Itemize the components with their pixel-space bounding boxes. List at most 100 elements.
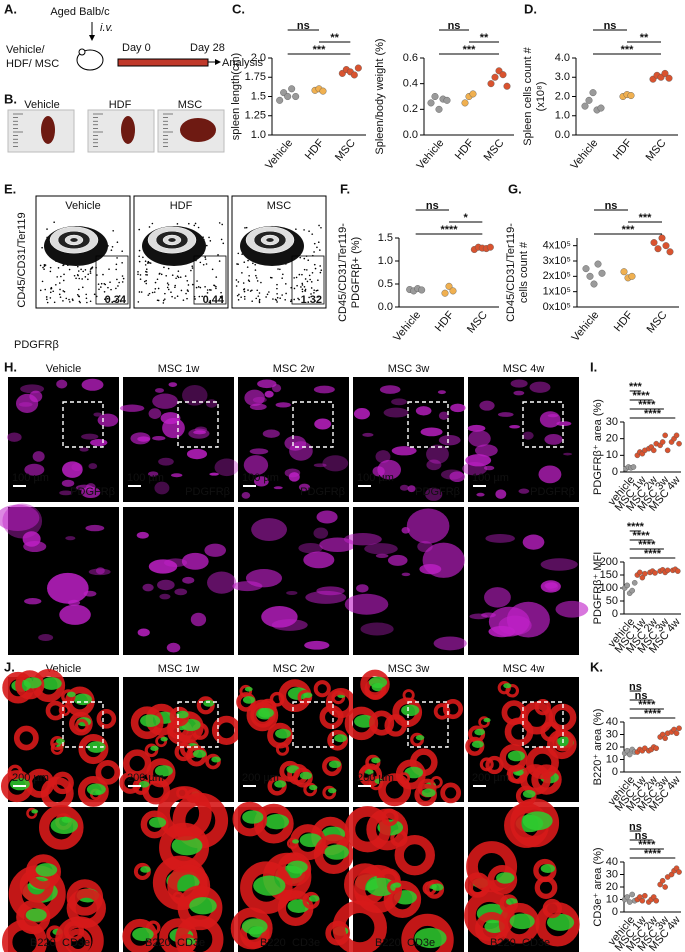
sig-label: ns [448,20,461,32]
event-dot [310,287,313,289]
axis-label: PDGFRβ [14,339,59,351]
signal [513,390,525,396]
signal [24,463,45,476]
event-dot [82,270,84,273]
y-axis-label: B220⁺ area (%) [592,709,604,786]
event-dot [191,283,194,286]
signal [275,742,290,756]
event-dot [215,287,217,290]
data-point [431,92,439,100]
event-dot [100,282,103,285]
event-dot [164,292,166,295]
event-dot [301,284,304,286]
signal [193,430,206,435]
signal [13,725,39,751]
column-title: MSC 4w [503,363,545,375]
event-dot [119,300,122,303]
signal [304,640,330,650]
y-tick-label: 200 [600,556,618,568]
event-dot [49,291,52,294]
signal [299,771,313,780]
event-dot [46,301,49,304]
panel-label: G. [508,181,522,196]
event-dot [298,298,300,301]
event-dot [41,246,43,249]
signal [506,601,550,638]
event-dot [220,238,223,241]
event-dot [80,268,82,271]
signal [157,786,212,841]
event-dot [138,260,141,263]
event-dot [245,226,248,229]
event-dot [272,298,274,300]
event-dot [243,290,246,293]
event-dot [238,293,240,296]
flow-sample: HDF [170,200,193,212]
signal [271,384,282,393]
stain-label: B220 [375,937,401,949]
signal [148,559,178,574]
data-point [288,85,296,93]
signal [59,604,91,625]
event-dot [43,264,46,266]
sig-label: ** [480,32,489,44]
signal [207,571,237,594]
signal [344,593,389,615]
signal [415,734,425,741]
y-axis-label: cells count # [518,241,530,303]
event-dot [235,285,238,287]
x-tick-label: Vehicle [415,137,447,172]
data-point [658,234,666,242]
x-tick-label: MSC [482,137,507,163]
signal [288,472,300,482]
signal [426,444,449,464]
event-dot [85,297,88,300]
signal [485,533,515,543]
data-point [589,89,597,97]
signal [158,457,174,466]
event-dot [218,260,221,262]
event-dot [313,291,315,294]
signal [122,918,158,952]
event-dot [139,274,142,276]
event-dot [110,288,112,291]
event-dot [276,292,278,295]
event-dot [255,297,258,300]
y-tick-label: 4x10⁵ [543,240,571,252]
y-tick-label: 0.0 [403,129,418,141]
event-dot [145,270,147,273]
data-point [642,745,648,752]
event-dot [306,280,309,283]
y-axis-label: (x10⁸) [535,82,547,112]
y-tick-label: 40 [606,716,618,728]
event-dot [137,301,140,303]
signal [298,483,311,492]
data-point [662,242,670,250]
event-dot [237,281,240,283]
event-dot [87,273,89,276]
stain-label: CD3e [522,937,550,949]
event-dot [281,277,283,279]
signal [242,696,256,704]
signal [509,913,535,930]
signal [275,402,291,408]
y-axis-label: Spleen cells count # [522,46,534,145]
signal [503,683,512,689]
signal [203,699,215,707]
y-tick-label: 0.6 [403,52,418,64]
signal [314,418,332,430]
spleen [41,116,55,144]
event-dot [166,282,169,284]
signal [417,540,433,553]
signal [438,435,461,446]
data-point [629,891,636,898]
signal [56,379,68,389]
signal [182,576,195,584]
signal [379,385,401,394]
event-dot [140,291,143,293]
y-tick-label: 0.2 [403,103,418,115]
signal [81,433,99,440]
event-dot [237,252,240,255]
data-point [284,92,292,100]
y-axis-label: spleen length(cm) [230,53,242,140]
